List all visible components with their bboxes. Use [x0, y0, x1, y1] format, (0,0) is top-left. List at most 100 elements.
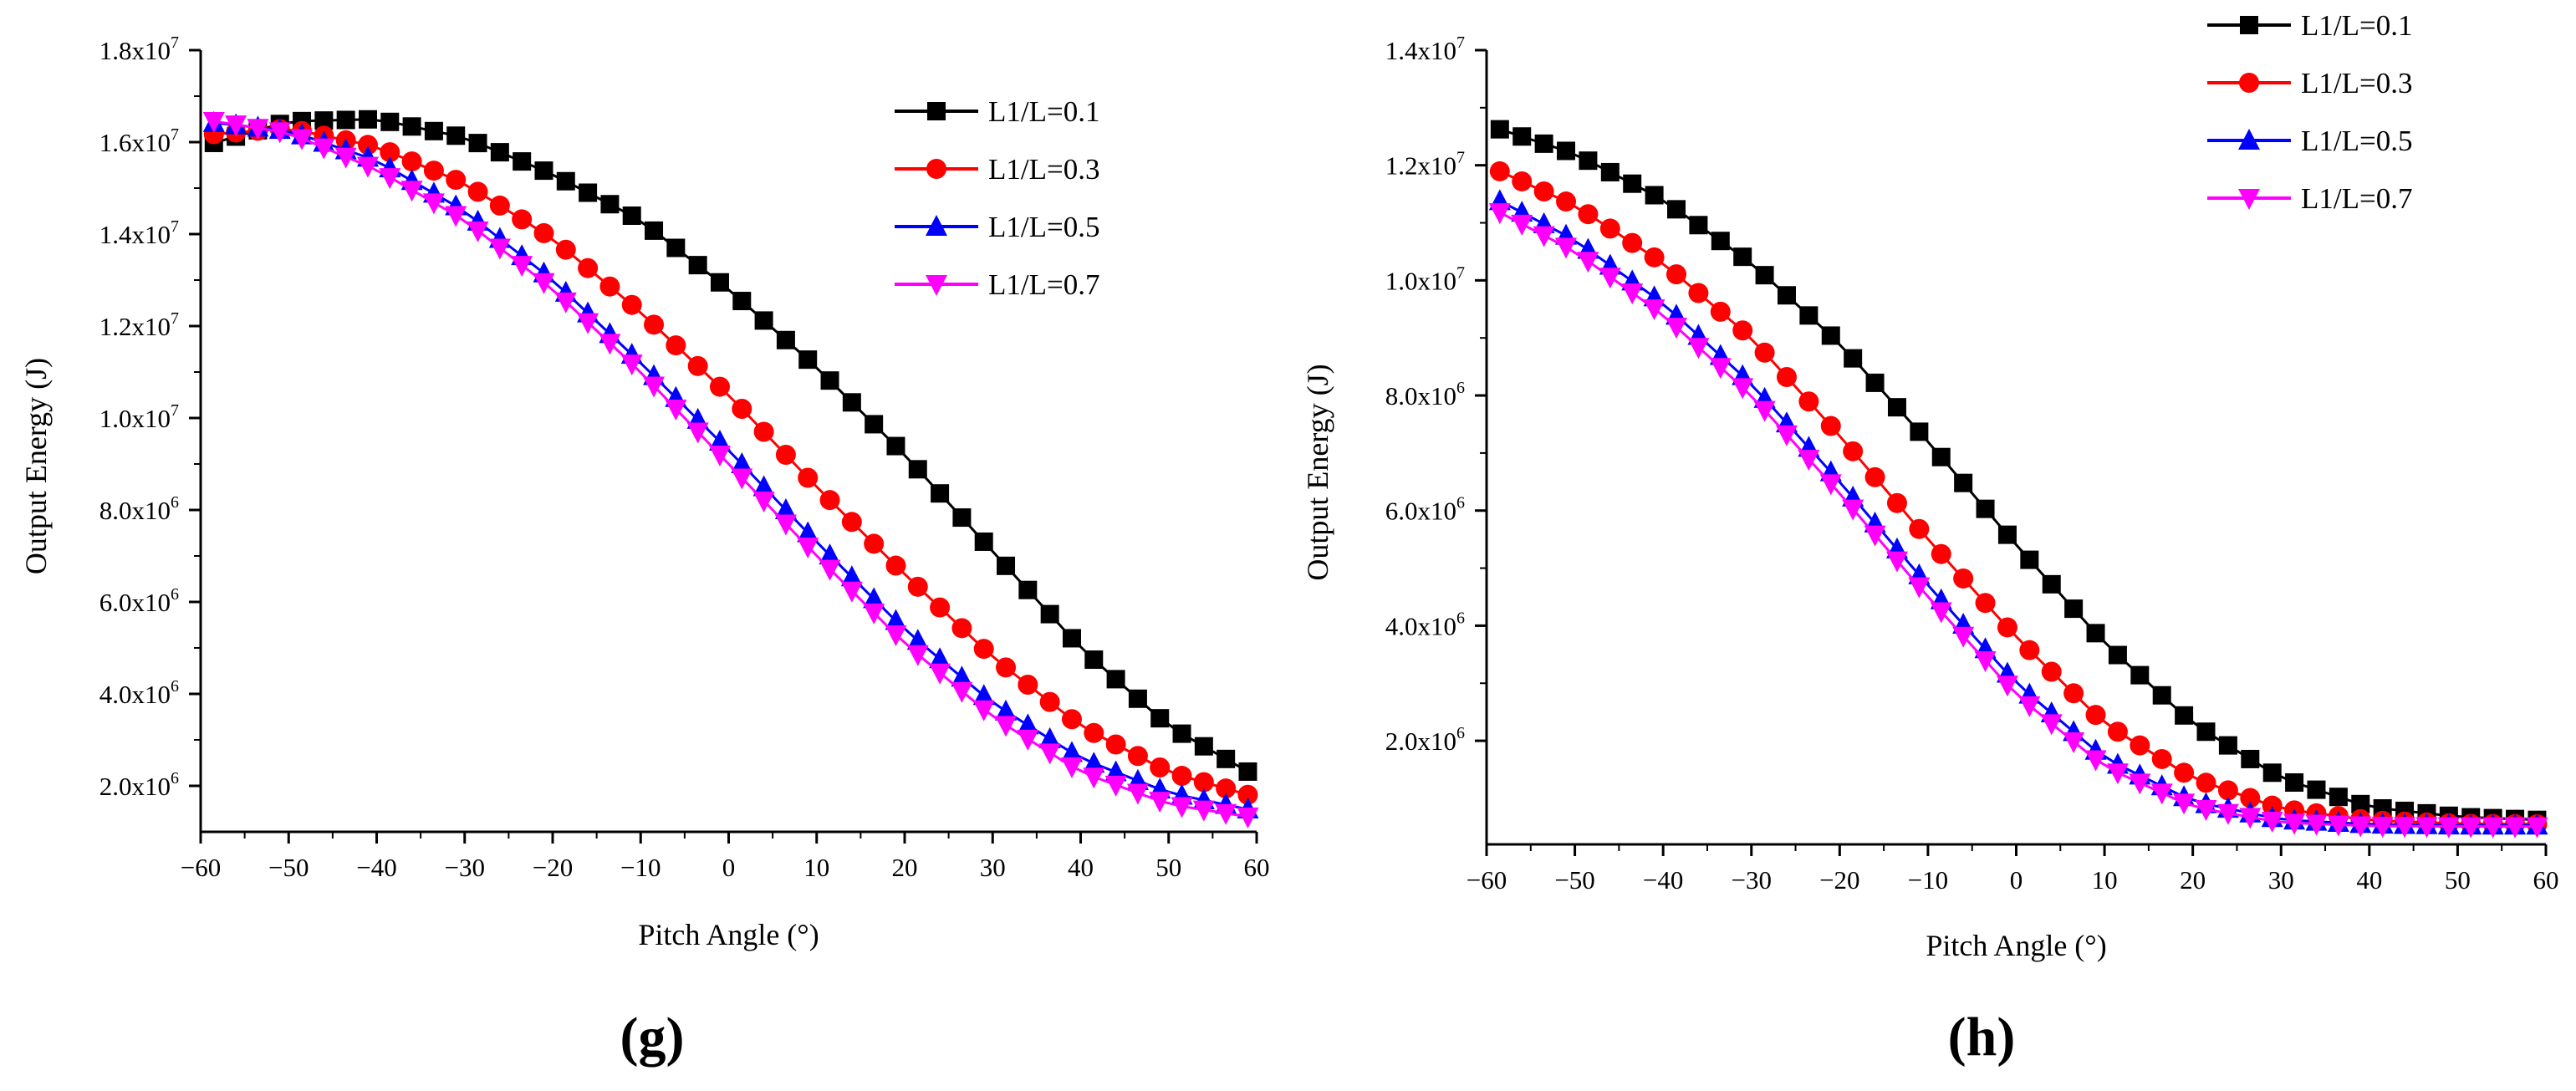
- legend-entry: L1/L=0.7: [2301, 182, 2412, 215]
- x-tick-label: −50: [1554, 865, 1594, 895]
- data-point: [1688, 283, 1709, 303]
- data-point: [622, 206, 641, 225]
- data-point: [620, 354, 643, 376]
- legend-entry: L1/L=0.5: [2301, 125, 2412, 157]
- data-point: [1755, 266, 1774, 285]
- data-point: [1753, 400, 1776, 422]
- data-point: [886, 436, 905, 456]
- data-point: [972, 684, 995, 706]
- x-tick-label: 40: [1068, 853, 1094, 882]
- data-point: [1172, 724, 1191, 743]
- data-point: [2195, 800, 2217, 822]
- data-point: [1931, 543, 1951, 564]
- data-point: [710, 273, 729, 292]
- data-point: [2239, 808, 2262, 829]
- data-point: [379, 168, 401, 190]
- data-point: [600, 195, 620, 214]
- data-point: [402, 117, 421, 136]
- y-tick-label: 1.0x107: [1385, 263, 1465, 295]
- data-point: [774, 514, 797, 536]
- legend-entry: L1/L=0.3: [988, 153, 1099, 186]
- data-point: [2130, 665, 2150, 685]
- data-point: [2174, 762, 2195, 783]
- y-tick-label: 4.0x106: [1385, 609, 1465, 640]
- data-point: [1930, 602, 1952, 624]
- series-L1/L=0.7: [1488, 203, 2548, 839]
- x-tick-label: −50: [268, 853, 309, 882]
- data-point: [753, 421, 774, 442]
- data-point: [1084, 650, 1104, 670]
- data-point: [1799, 306, 1819, 325]
- data-point: [1910, 422, 1929, 441]
- series-line: [1499, 128, 2538, 822]
- data-point: [974, 532, 993, 551]
- data-point: [2262, 763, 2282, 783]
- data-point: [2064, 599, 2084, 619]
- data-point: [1238, 762, 1257, 781]
- data-point: [1017, 729, 1039, 751]
- data-point: [885, 555, 906, 576]
- data-point: [490, 143, 509, 162]
- data-point: [2351, 794, 2370, 813]
- data-point: [1997, 525, 2017, 544]
- x-tick-label: −10: [1908, 865, 1948, 895]
- x-tick-label: 50: [1155, 853, 1181, 882]
- data-point: [513, 152, 532, 171]
- series-L1/L=0.1: [204, 110, 1257, 781]
- data-point: [555, 239, 576, 260]
- data-point: [446, 126, 466, 145]
- data-point: [1579, 151, 1598, 171]
- data-point: [1018, 675, 1038, 695]
- data-point: [1018, 580, 1038, 599]
- data-point: [908, 460, 927, 479]
- data-point: [752, 492, 775, 512]
- x-tick-label: 20: [892, 853, 918, 882]
- data-point: [2085, 705, 2106, 726]
- data-point: [1038, 726, 1061, 748]
- legend-marker: [926, 275, 947, 296]
- data-point: [1488, 203, 1511, 225]
- data-point: [686, 422, 709, 444]
- data-point: [1689, 216, 1708, 235]
- data-point: [951, 681, 973, 703]
- data-point: [2063, 732, 2085, 753]
- data-point: [775, 445, 796, 465]
- series-L1/L=0.1: [1490, 120, 2547, 829]
- data-point: [511, 256, 533, 278]
- data-point: [1975, 593, 1996, 614]
- data-point: [1216, 778, 1237, 799]
- y-tick-label: 1.2x107: [99, 309, 179, 341]
- data-point: [556, 171, 575, 191]
- data-point: [2196, 722, 2216, 742]
- data-point: [422, 193, 445, 215]
- data-point: [644, 314, 665, 335]
- data-point: [2042, 574, 2061, 594]
- x-tick-label: −20: [1819, 865, 1859, 895]
- data-point: [2216, 803, 2239, 825]
- x-tick-label: 60: [2533, 865, 2559, 895]
- data-point: [2106, 763, 2129, 785]
- data-point: [1150, 709, 1170, 728]
- data-point: [1060, 741, 1083, 762]
- data-point: [1710, 301, 1731, 322]
- data-point: [380, 112, 400, 131]
- y-tick-label: 4.0x106: [99, 677, 179, 709]
- data-point: [1128, 689, 1147, 708]
- data-point: [2415, 817, 2438, 839]
- data-point: [2283, 813, 2306, 835]
- data-point: [1237, 807, 1259, 828]
- data-point: [906, 645, 929, 666]
- data-point: [2240, 788, 2261, 808]
- data-point: [1842, 499, 1864, 521]
- data-point: [1557, 141, 1576, 161]
- panel-label: (g): [620, 1007, 685, 1068]
- data-point: [996, 657, 1017, 678]
- data-point: [1038, 743, 1061, 765]
- data-point: [906, 629, 929, 650]
- data-point: [1105, 734, 1126, 755]
- data-point: [2262, 795, 2283, 816]
- data-point: [995, 699, 1018, 721]
- data-point: [1512, 171, 1533, 191]
- legend-entry: L1/L=0.7: [988, 268, 1099, 301]
- data-point: [732, 292, 752, 311]
